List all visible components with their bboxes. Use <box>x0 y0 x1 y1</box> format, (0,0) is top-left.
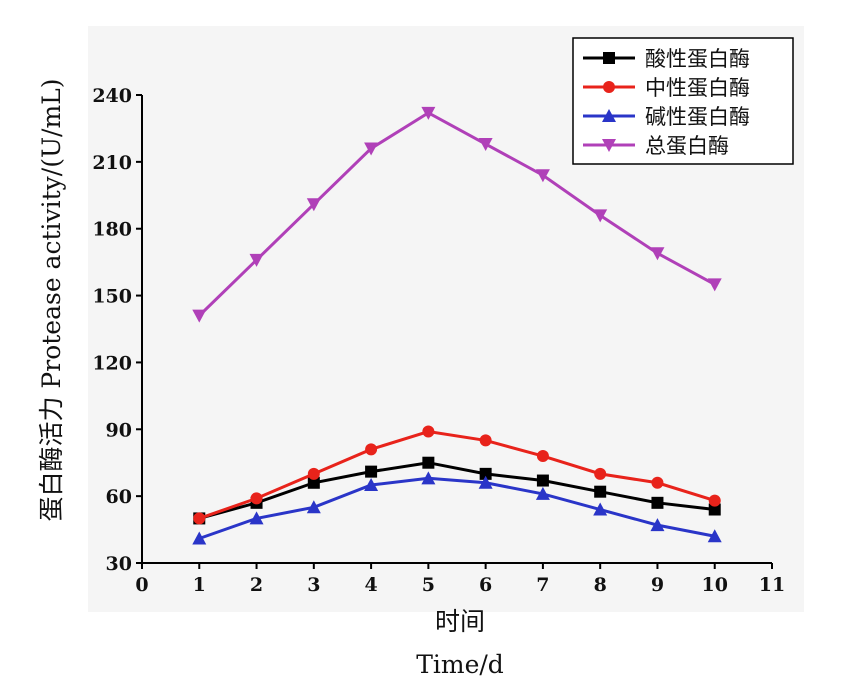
data-point <box>306 198 321 212</box>
data-point <box>249 511 264 525</box>
data-point <box>707 529 722 543</box>
data-point <box>365 443 378 456</box>
data-point <box>365 465 378 478</box>
series-line <box>198 429 716 520</box>
data-point <box>307 467 320 480</box>
data-point <box>306 500 321 514</box>
legend-label: 中性蛋白酶 <box>645 76 750 100</box>
data-point <box>479 434 492 447</box>
series-line <box>198 461 715 520</box>
x-tick-label: 8 <box>594 574 607 596</box>
data-point <box>422 425 435 438</box>
x-tick-label: 0 <box>135 574 148 596</box>
data-point <box>478 475 493 489</box>
data-point <box>536 474 549 487</box>
x-tick-label: 6 <box>479 574 492 596</box>
data-point <box>708 503 721 516</box>
legend-marker <box>603 81 615 93</box>
series-2 <box>193 425 721 525</box>
legend-marker <box>602 139 616 152</box>
x-tick-label: 7 <box>536 574 549 596</box>
data-point <box>193 512 206 525</box>
y-tick-label: 30 <box>106 553 132 575</box>
series-3 <box>192 471 722 545</box>
data-point <box>707 278 722 292</box>
data-point <box>249 253 264 267</box>
legend-label: 碱性蛋白酶 <box>645 105 750 129</box>
data-point <box>535 486 550 500</box>
data-point <box>651 476 664 489</box>
y-tick-label: 180 <box>92 219 132 241</box>
data-point <box>422 456 435 469</box>
data-point <box>535 169 550 183</box>
series-line <box>198 476 716 540</box>
data-point <box>421 106 436 120</box>
x-axis-title-en: Time/d <box>416 650 504 679</box>
data-point <box>192 531 207 545</box>
y-tick-label: 60 <box>106 486 132 508</box>
x-tick-label: 3 <box>307 574 320 596</box>
data-point <box>650 518 665 532</box>
x-tick-label: 1 <box>193 574 206 596</box>
data-point <box>650 247 665 261</box>
y-tick-label: 90 <box>106 419 132 441</box>
x-tick-label: 5 <box>422 574 435 596</box>
data-point <box>593 209 608 223</box>
x-tick-label: 4 <box>364 574 377 596</box>
x-tick-label: 10 <box>702 574 728 596</box>
x-tick-label: 2 <box>250 574 263 596</box>
series-4 <box>192 106 722 323</box>
data-point <box>651 496 664 509</box>
legend-marker <box>603 52 615 64</box>
y-tick-label: 150 <box>92 286 132 308</box>
series-group <box>192 106 722 545</box>
data-point <box>364 142 379 156</box>
series-line <box>198 111 716 317</box>
x-tick-label: 9 <box>651 574 664 596</box>
data-point <box>421 471 436 485</box>
x-axis-title-cn: 时间 <box>435 607 485 636</box>
y-tick-label: 210 <box>92 152 132 174</box>
axes: 0 1 2 3 4 5 6 7 8 9 10 11 30 60 90 120 150 180 210 240 <box>92 85 785 596</box>
legend-marker <box>602 109 616 122</box>
y-tick-label: 120 <box>92 352 132 374</box>
legend-label: 酸性蛋白酶 <box>645 47 750 71</box>
data-point <box>307 476 320 489</box>
data-point <box>364 478 379 491</box>
y-axis-title: 蛋白酶活力 Protease activity/(U/mL) <box>37 78 66 521</box>
data-point <box>594 485 607 498</box>
legend-label: 总蛋白酶 <box>645 134 729 158</box>
data-point <box>250 492 263 505</box>
x-tick-label: 11 <box>759 574 785 596</box>
data-point <box>594 467 607 480</box>
data-point <box>593 502 608 516</box>
data-point <box>536 450 549 463</box>
data-point <box>192 309 207 323</box>
data-point <box>479 467 492 480</box>
data-point <box>478 138 493 152</box>
y-tick-label: 240 <box>92 85 132 107</box>
data-point <box>708 494 721 507</box>
